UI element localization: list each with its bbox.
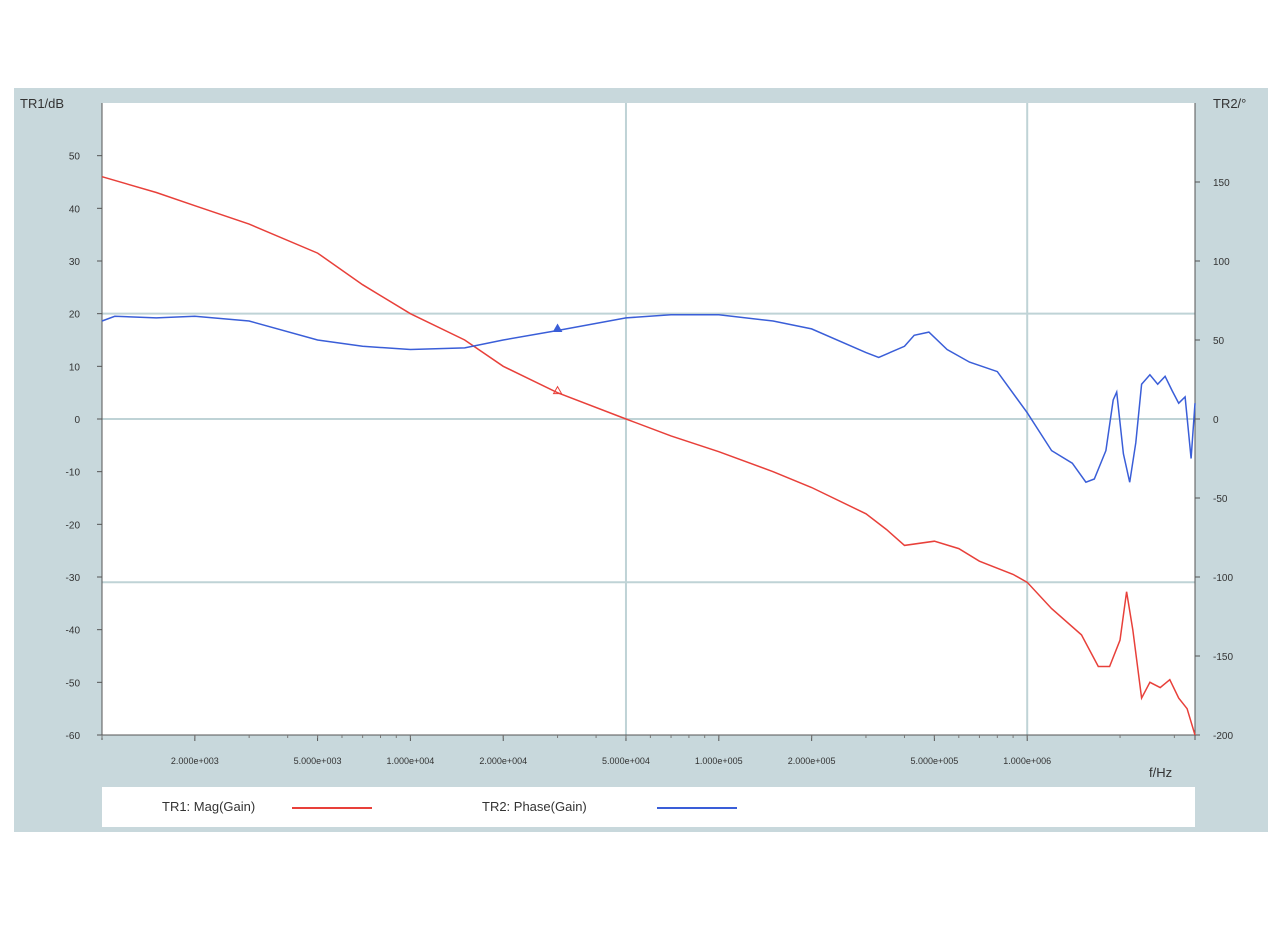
left-tick-label-5: 0 — [74, 415, 80, 426]
x-tick-label-8: 1.000e+006 — [1003, 756, 1051, 766]
marker-tr2 — [552, 323, 563, 333]
x-tick-label-0: 2.000e+003 — [171, 756, 219, 766]
legend: TR1: Mag(Gain) TR2: Phase(Gain) — [102, 787, 1195, 827]
right-tick-label-7: -200 — [1213, 731, 1233, 742]
left-tick-label-3: 20 — [69, 310, 81, 321]
right-tick-label-3: 0 — [1213, 415, 1219, 426]
left-tick-label-4: 10 — [69, 362, 81, 373]
x-tick-label-5: 1.000e+005 — [695, 756, 743, 766]
left-tick-label-8: -30 — [66, 573, 81, 584]
series-line-tr1-mag — [101, 175, 1196, 736]
left-tick-label-6: -10 — [66, 468, 81, 479]
right-tick-label-1: 100 — [1213, 257, 1230, 268]
axis-ticks — [97, 103, 1200, 741]
x-tick-label-2: 1.000e+004 — [386, 756, 434, 766]
x-tick-label-6: 2.000e+005 — [788, 756, 836, 766]
tick-labels: 50403020100-10-20-30-40-50-60150100500-5… — [66, 152, 1234, 766]
right-tick-label-6: -150 — [1213, 652, 1233, 663]
legend-tr2-swatch — [657, 807, 737, 809]
x-tick-label-7: 5.000e+005 — [910, 756, 958, 766]
left-tick-label-1: 40 — [69, 204, 81, 215]
x-tick-label-1: 5.000e+003 — [294, 756, 342, 766]
left-tick-label-0: 50 — [69, 152, 81, 163]
right-tick-label-5: -100 — [1213, 573, 1233, 584]
left-tick-label-7: -20 — [66, 520, 81, 531]
series-line-tr2-phase — [101, 313, 1196, 484]
marker-tr1 — [552, 385, 563, 395]
right-tick-label-0: 150 — [1213, 178, 1230, 189]
x-tick-label-3: 2.000e+004 — [479, 756, 527, 766]
right-tick-label-2: 50 — [1213, 336, 1225, 347]
legend-tr2-label: TR2: Phase(Gain) — [482, 799, 587, 814]
left-tick-label-10: -50 — [66, 678, 81, 689]
right-axis-title: TR2/° — [1213, 96, 1247, 111]
legend-tr1-label: TR1: Mag(Gain) — [162, 799, 256, 814]
x-tick-label-4: 5.000e+004 — [602, 756, 650, 766]
right-tick-label-4: -50 — [1213, 494, 1228, 505]
left-tick-label-2: 30 — [69, 257, 81, 268]
left-tick-label-11: -60 — [66, 731, 81, 742]
left-tick-label-9: -40 — [66, 626, 81, 637]
left-axis-title: TR1/dB — [20, 96, 65, 111]
legend-tr1-swatch — [292, 807, 372, 809]
series-lines — [101, 175, 1196, 736]
x-axis-title: f/Hz — [1149, 765, 1173, 780]
